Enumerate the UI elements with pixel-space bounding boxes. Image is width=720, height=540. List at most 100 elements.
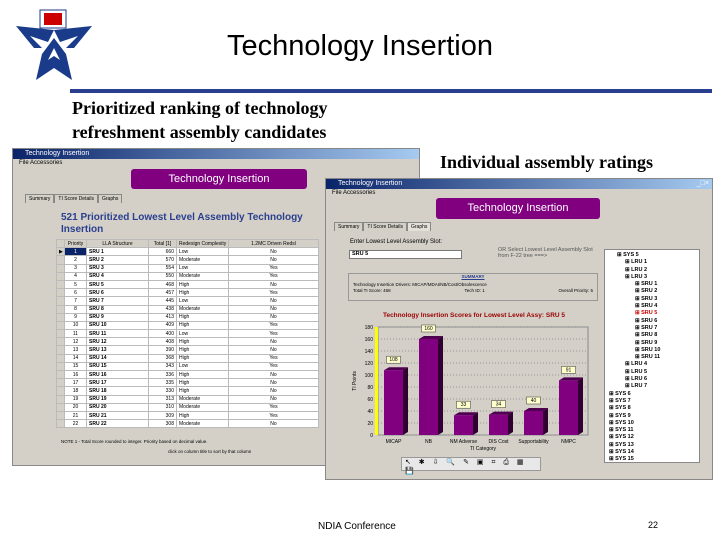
row-selector[interactable] bbox=[56, 361, 65, 372]
row-selector[interactable] bbox=[56, 353, 65, 363]
table-row[interactable]: 10 SRU 10 409 High Yes bbox=[56, 320, 319, 331]
row-selector[interactable] bbox=[56, 419, 65, 429]
tree-node[interactable]: ⊞ SYS 14 bbox=[609, 449, 634, 456]
tree-node[interactable]: ⊞ LRU 4 bbox=[625, 361, 648, 368]
table-row[interactable]: 3 SRU 3 554 Low Yes bbox=[56, 263, 319, 273]
table-row[interactable]: 16 SRU 16 336 High No bbox=[56, 369, 319, 380]
table-row[interactable]: 2 SRU 2 570 Moderate No bbox=[56, 255, 319, 265]
table-cell: 554 bbox=[148, 263, 177, 273]
tree-node[interactable]: ⊞ SYS 6 bbox=[609, 390, 631, 397]
row-selector[interactable] bbox=[56, 320, 65, 331]
table-row[interactable]: 18 SRU 18 330 High No bbox=[56, 386, 319, 396]
column-header[interactable]: 1.2MC Driven Redsl bbox=[228, 238, 319, 249]
table-row[interactable]: 21 SRU 21 309 High Yes bbox=[56, 410, 319, 421]
table-row[interactable]: 14 SRU 14 368 High Yes bbox=[56, 353, 319, 363]
tree-node[interactable]: ⊞ LRU 3 bbox=[625, 273, 648, 280]
table-row[interactable]: 11 SRU 11 400 Low Yes bbox=[56, 329, 319, 339]
tree-node[interactable]: ⊞ SYS 9 bbox=[609, 412, 631, 419]
tree-node[interactable]: ⊞ SRU 8 bbox=[635, 332, 658, 339]
tree-node[interactable]: ⊞ LRU 1 bbox=[625, 259, 648, 266]
tab-ti-score-details[interactable]: TI Score Details bbox=[54, 194, 98, 203]
summary-priority: Overall Priority: 5 bbox=[558, 288, 593, 293]
tree-node[interactable]: ⊞ SRU 2 bbox=[635, 288, 658, 295]
tree-node[interactable]: ⊞ SRU 10 bbox=[635, 346, 661, 353]
tree-node[interactable]: ⊞ SRU 6 bbox=[635, 317, 658, 324]
row-selector[interactable] bbox=[56, 394, 65, 404]
tree-node[interactable]: ⊞ SRU 5 bbox=[635, 310, 658, 317]
tree-node[interactable]: ⊞ LRU 6 bbox=[625, 376, 648, 383]
tree-node[interactable]: ⊞ SYS 8 bbox=[609, 405, 631, 412]
row-selector[interactable] bbox=[56, 271, 65, 281]
window-controls[interactable]: _□× bbox=[696, 180, 709, 187]
data-label: 160 bbox=[424, 326, 433, 332]
tree-node[interactable]: ⊞ SRU 4 bbox=[635, 303, 658, 310]
tree-node[interactable]: ⊞ SYS 5 bbox=[617, 252, 639, 258]
chart-toolbar[interactable]: ↖ ✱ ⇩ 🔍 ✎ ▣ ⌗ ⎙ ▦ 💾 bbox=[401, 457, 541, 475]
row-selector[interactable] bbox=[56, 279, 65, 290]
summary-heading: SUMMARY bbox=[461, 274, 485, 279]
column-header[interactable]: Priority bbox=[64, 238, 87, 249]
row-selector[interactable] bbox=[56, 329, 65, 339]
row-selector[interactable] bbox=[56, 296, 65, 306]
tree-node[interactable]: ⊞ SYS 11 bbox=[609, 427, 634, 434]
tree-node[interactable]: ⊞ SYS 13 bbox=[609, 441, 634, 448]
table-cell: No bbox=[228, 394, 319, 404]
row-selector[interactable] bbox=[56, 263, 65, 273]
table-cell: 10 bbox=[64, 320, 87, 331]
tree-node[interactable]: ⊞ SRU 9 bbox=[635, 339, 658, 346]
column-header[interactable]: Redesign Complexity bbox=[176, 238, 229, 249]
table-row[interactable]: 8 SRU 8 438 Moderate No bbox=[56, 304, 319, 314]
tree-node[interactable]: ⊞ LRU 5 bbox=[625, 368, 648, 375]
column-header[interactable]: LLA Structure bbox=[86, 238, 149, 249]
row-selector[interactable] bbox=[56, 255, 65, 265]
row-selector[interactable] bbox=[56, 386, 65, 396]
tab-summary[interactable]: Summary bbox=[334, 222, 364, 231]
row-selector[interactable] bbox=[56, 312, 65, 322]
row-selector[interactable] bbox=[56, 345, 65, 355]
menu-bar[interactable]: File Accessories bbox=[19, 160, 63, 166]
table-cell: SRU 9 bbox=[86, 312, 149, 322]
tree-node[interactable]: ⊞ SRU 7 bbox=[635, 324, 658, 331]
table-row[interactable]: 12 SRU 12 408 High No bbox=[56, 337, 319, 347]
tab-ti-score-details[interactable]: TI Score Details bbox=[363, 222, 407, 231]
row-selector[interactable] bbox=[56, 288, 65, 298]
table-row[interactable]: 4 SRU 4 550 Moderate Yes bbox=[56, 271, 319, 281]
row-selector[interactable] bbox=[56, 402, 65, 412]
row-selector[interactable] bbox=[56, 378, 65, 388]
table-row[interactable]: 13 SRU 13 390 High No bbox=[56, 345, 319, 355]
table-row[interactable]: 7 SRU 7 445 Low No bbox=[56, 296, 319, 306]
tree-node[interactable]: ⊞ SYS 12 bbox=[609, 434, 634, 441]
tree-node[interactable]: ⊞ LRU 2 bbox=[625, 266, 648, 273]
menu-bar[interactable]: File Accessories bbox=[332, 190, 376, 196]
table-row[interactable]: 9 SRU 9 413 High No bbox=[56, 312, 319, 322]
tree-node[interactable]: ⊞ LRU 7 bbox=[625, 383, 648, 390]
table-cell: SRU 14 bbox=[86, 353, 149, 363]
assembly-tree[interactable]: ⊞ SYS 5 ⊞ LRU 1 ⊞ LRU 2 ⊞ LRU 3 ⊞ SRU 1 ⊞ SRU… bbox=[604, 249, 700, 463]
table-row[interactable]: 17 SRU 17 335 High No bbox=[56, 378, 319, 388]
row-selector[interactable] bbox=[56, 369, 65, 380]
table-row[interactable]: 19 SRU 19 313 Moderate No bbox=[56, 394, 319, 404]
tree-node[interactable]: ⊞ SYS 10 bbox=[609, 419, 634, 426]
row-selector[interactable] bbox=[56, 304, 65, 314]
air-force-logo bbox=[16, 9, 92, 80]
row-selector[interactable]: ▶ bbox=[56, 247, 65, 257]
table-row[interactable]: 22 SRU 22 308 Moderate No bbox=[56, 419, 319, 429]
tab-summary[interactable]: Summary bbox=[25, 194, 55, 203]
row-selector[interactable] bbox=[56, 337, 65, 347]
tree-node[interactable]: ⊞ SYS 7 bbox=[609, 397, 631, 404]
lla-slot-input[interactable]: SRU 5 bbox=[349, 250, 462, 259]
column-header[interactable]: Total [1] bbox=[148, 238, 177, 249]
table-row[interactable]: 6 SRU 6 457 High Yes bbox=[56, 288, 319, 298]
table-row[interactable]: 5 SRU 5 468 High No bbox=[56, 279, 319, 290]
row-selector[interactable] bbox=[56, 410, 65, 421]
tab-graphs[interactable]: Graphs bbox=[406, 222, 432, 231]
table-row[interactable]: 20 SRU 20 310 Moderate Yes bbox=[56, 402, 319, 412]
tree-node[interactable]: ⊞ SRU 11 bbox=[635, 354, 661, 361]
tab-graphs[interactable]: Graphs bbox=[97, 194, 123, 203]
table-cell: 14 bbox=[64, 353, 87, 363]
tree-node[interactable]: ⊞ SYS 15 bbox=[609, 456, 634, 463]
table-row[interactable]: 15 SRU 15 343 Low Yes bbox=[56, 361, 319, 372]
table-row[interactable]: ▶ 1 SRU 1 660 Low No bbox=[56, 247, 319, 257]
tree-node[interactable]: ⊞ SRU 3 bbox=[635, 295, 658, 302]
tree-node[interactable]: ⊞ SRU 1 bbox=[635, 281, 658, 288]
